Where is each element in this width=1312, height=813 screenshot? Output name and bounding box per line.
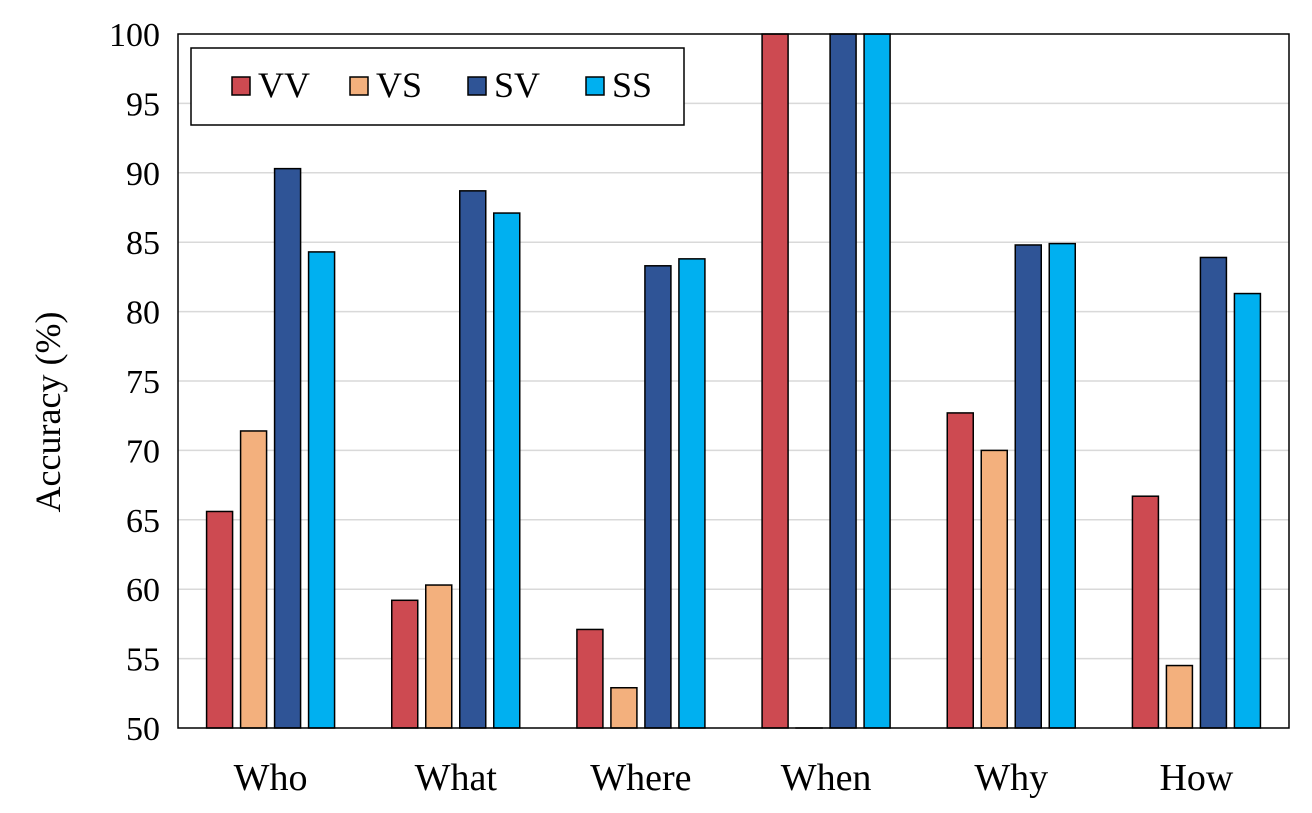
bar-vs-where: [610, 686, 638, 729]
bar-vv-when: [761, 33, 789, 729]
x-category-label: What: [415, 757, 498, 799]
bar-sv-why: [1014, 244, 1042, 729]
legend-swatch-vs: [349, 76, 369, 96]
y-tick-label: 65: [126, 503, 160, 540]
legend-label-sv: SV: [494, 65, 540, 105]
bar-vs-what: [425, 584, 453, 729]
y-tick-label: 100: [109, 17, 160, 54]
bar-vs-who: [239, 430, 268, 729]
y-tick-label: 50: [126, 711, 160, 748]
x-category-label: When: [781, 757, 872, 799]
y-tick-label: 70: [126, 433, 160, 470]
legend-label-vv: VV: [258, 65, 310, 105]
y-tick-label: 75: [126, 364, 160, 401]
y-axis-title: Accuracy (%): [28, 312, 68, 513]
legend-swatch-sv: [467, 76, 487, 96]
bar-ss-when: [863, 33, 891, 729]
y-tick-label: 90: [126, 156, 160, 193]
bar-ss-why: [1048, 242, 1076, 729]
legend-swatch-ss: [585, 76, 605, 96]
bar-ss-where: [678, 258, 706, 729]
y-tick-label: 55: [126, 642, 160, 679]
bar-vv-why: [946, 412, 974, 729]
legend: VV VS SV SS: [190, 47, 685, 126]
x-category-label: Who: [234, 757, 308, 799]
bars: [205, 33, 1262, 729]
y-tick-label: 80: [126, 295, 160, 332]
bar-vs-how: [1165, 664, 1194, 729]
bar-vv-what: [391, 599, 419, 729]
bar-vv-who: [205, 510, 234, 729]
x-category-label: Where: [590, 757, 691, 799]
y-tick-label: 95: [126, 86, 160, 123]
plot-area-frame: [177, 33, 1290, 729]
x-axis-categories: Who What Where When Why How: [234, 757, 1234, 799]
legend-swatch-vv: [231, 76, 251, 96]
bar-sv-where: [644, 265, 672, 729]
x-category-label: How: [1159, 757, 1233, 799]
legend-label-vs: VS: [376, 65, 422, 105]
y-tick-label: 60: [126, 572, 160, 609]
y-axis-ticks: 50 55 60 65 70 75 80 85 90 95 100: [109, 17, 160, 748]
bar-sv-how: [1199, 256, 1228, 729]
legend-label-ss: SS: [612, 65, 652, 105]
bar-sv-what: [459, 190, 487, 729]
bar-vv-where: [576, 628, 604, 729]
bar-ss-how: [1233, 292, 1262, 729]
bar-vs-why: [980, 449, 1008, 729]
x-category-label: Why: [974, 757, 1048, 799]
bar-ss-who: [307, 251, 336, 729]
bar-sv-who: [273, 167, 302, 729]
bar-vv-how: [1131, 495, 1160, 729]
bar-sv-when: [829, 33, 857, 729]
y-tick-label: 85: [126, 225, 160, 262]
bar-ss-what: [493, 212, 521, 729]
gridlines: [178, 102, 1289, 660]
